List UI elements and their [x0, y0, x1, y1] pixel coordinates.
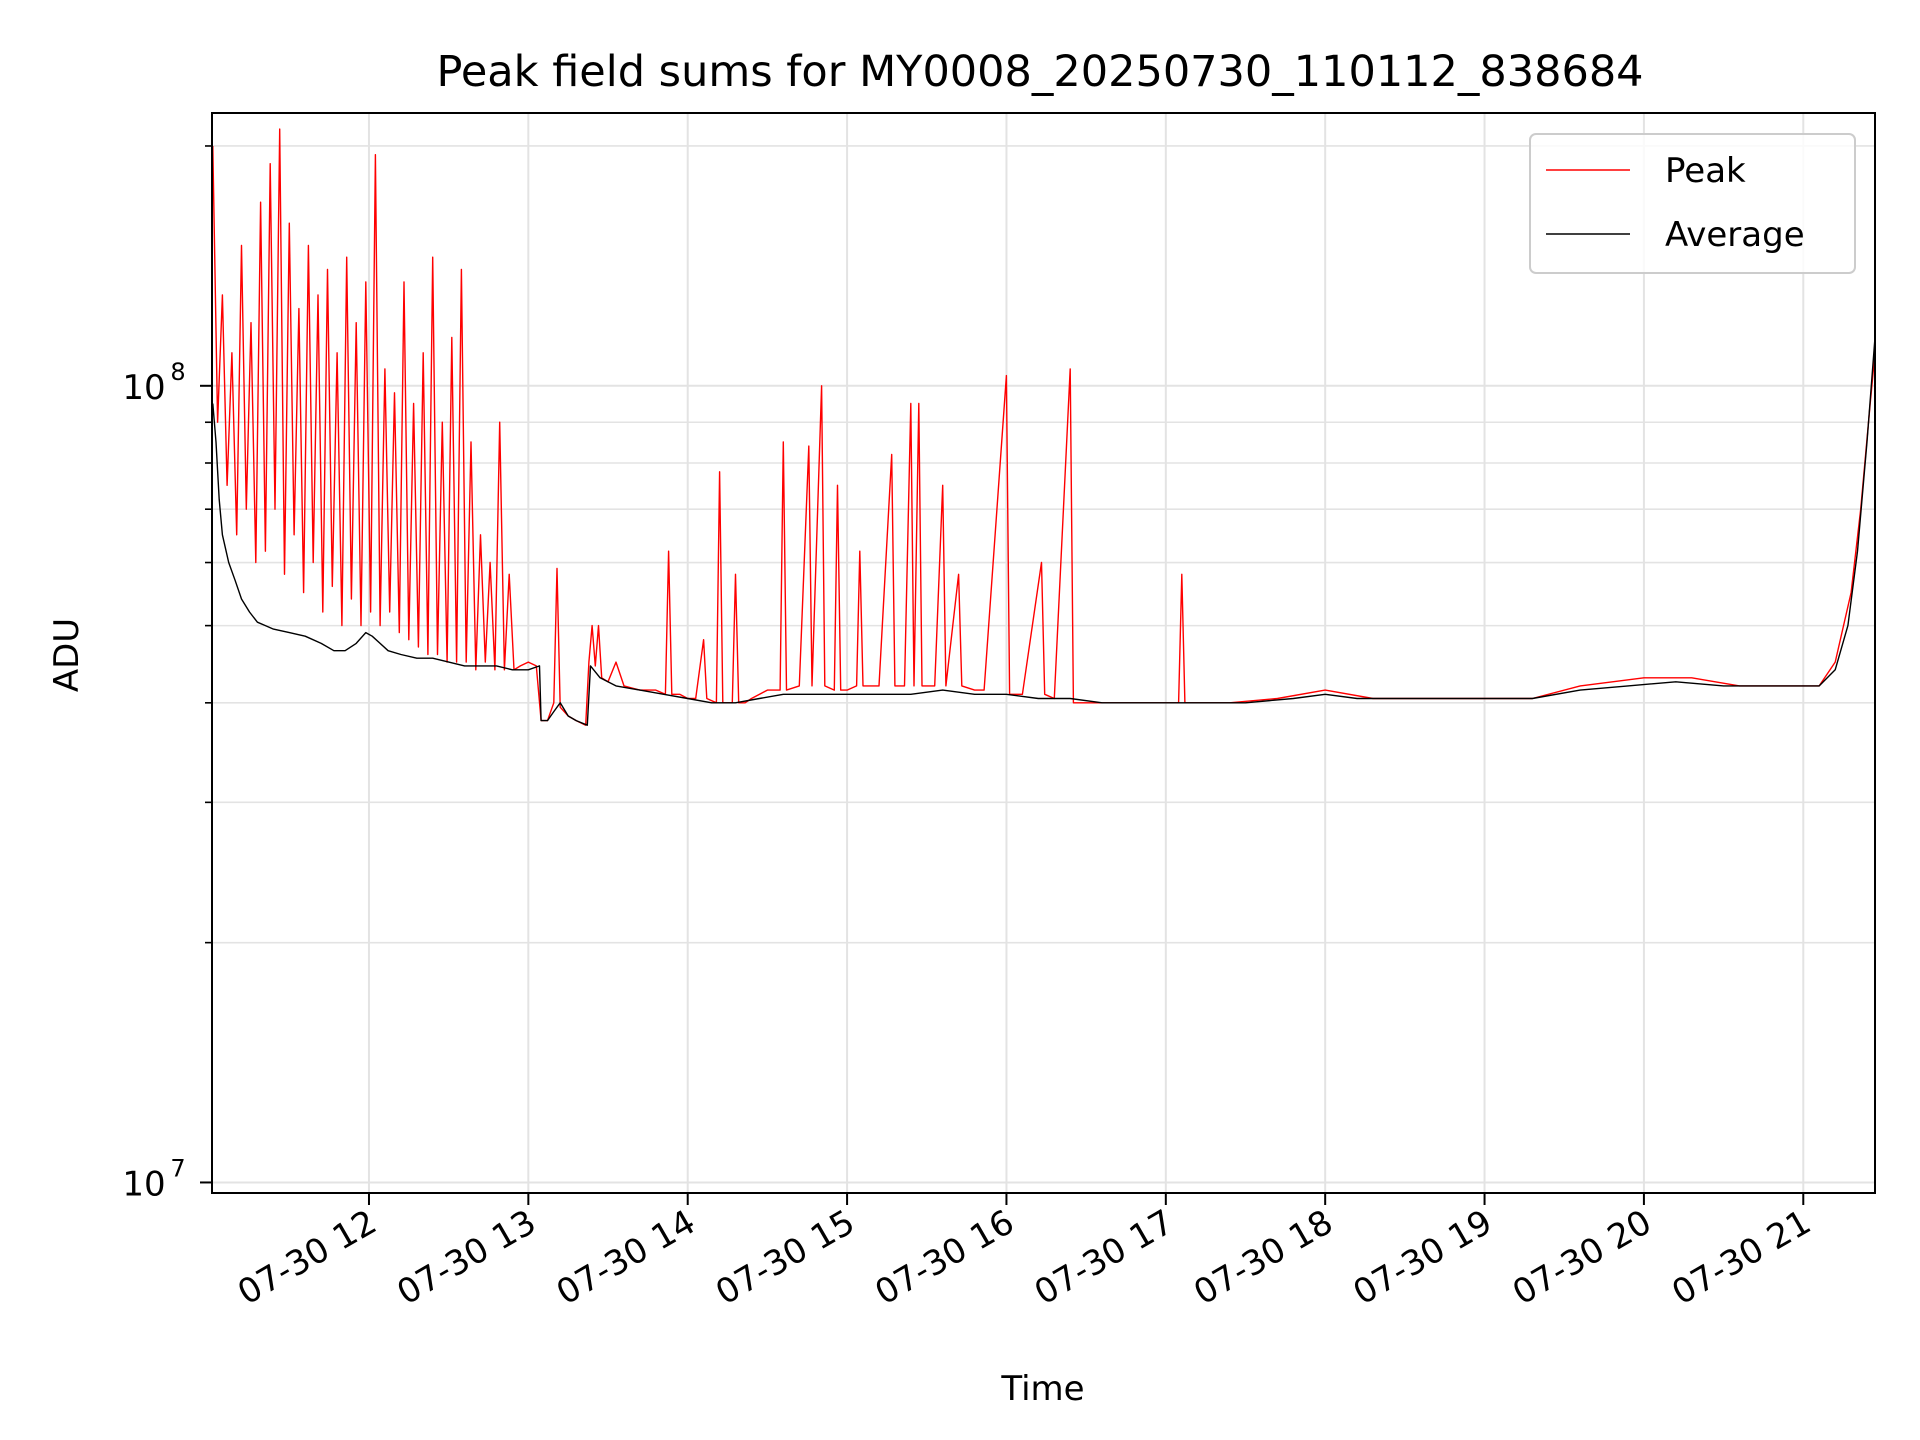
plot-frame: [211, 112, 1876, 1194]
y-tick-exponent: 7: [170, 1154, 185, 1182]
legend-box: [1529, 133, 1856, 274]
plot-area: 07-30 12 07-30 13 07-30 14 07-30 15 07-30 16…: [122, 112, 1876, 1313]
legend-label-peak: Peak: [1665, 151, 1746, 191]
y-tick-exponent: 8: [170, 358, 185, 386]
series-line-peak: [212, 128, 1876, 726]
chart-title: Peak field sums for MY0008_20250730_1101…: [436, 47, 1643, 97]
x-axis-label: Time: [1000, 1369, 1084, 1409]
legend-label-average: Average: [1665, 215, 1805, 255]
y-tick-label: 10: [122, 368, 165, 408]
y-axis-label: ADU: [47, 618, 87, 692]
series-layer: [212, 128, 1876, 726]
series-line-average: [212, 337, 1876, 726]
grid: [212, 113, 1875, 1193]
legend: Peak Average: [1529, 133, 1856, 274]
y-tick-label: 10: [122, 1164, 165, 1204]
